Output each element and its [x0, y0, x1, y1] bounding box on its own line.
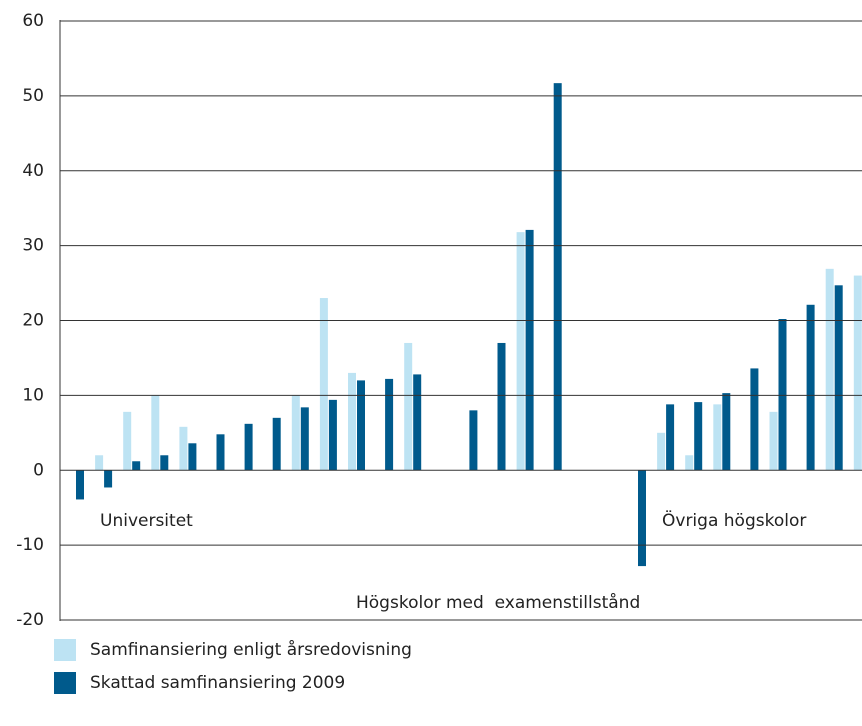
bar — [357, 380, 365, 471]
bar — [216, 434, 225, 471]
bar — [657, 432, 666, 471]
bar — [123, 411, 132, 471]
bar — [638, 470, 646, 567]
bar — [722, 393, 731, 471]
bar — [413, 374, 422, 471]
bar — [685, 455, 694, 471]
bar — [76, 470, 84, 500]
bar — [553, 83, 562, 471]
legend-label: Skattad samfinansiering 2009 — [90, 673, 345, 693]
y-tick-label: -10 — [16, 535, 44, 555]
bar — [404, 342, 413, 471]
annotation: Högskolor med examenstillstånd — [356, 592, 640, 613]
y-tick-label: -20 — [16, 610, 44, 630]
legend-swatch — [54, 672, 76, 694]
y-tick-label: 30 — [22, 236, 44, 256]
bar — [713, 404, 722, 471]
bar — [244, 423, 253, 471]
bar — [694, 402, 703, 471]
y-tick-label: 0 — [33, 460, 44, 480]
bar — [95, 455, 104, 471]
bar — [853, 275, 862, 471]
bar — [750, 368, 759, 471]
bar — [778, 319, 787, 471]
bar — [825, 268, 834, 471]
bar — [160, 455, 169, 471]
bar — [132, 461, 141, 471]
bar — [385, 378, 394, 471]
y-tick-label: 60 — [22, 11, 44, 31]
bar — [291, 395, 300, 471]
legend-label: Samfinansiering enligt årsredovisning — [90, 639, 412, 660]
plot — [76, 83, 862, 567]
bar — [806, 304, 815, 471]
bar — [834, 285, 843, 471]
annotation: Universitet — [100, 511, 193, 531]
bar — [328, 399, 337, 471]
y-tick-label: 40 — [22, 161, 44, 181]
bar — [104, 470, 113, 488]
annotation: Övriga högskolor — [662, 509, 806, 531]
bar — [272, 417, 281, 471]
bar — [769, 411, 778, 471]
bar — [179, 426, 188, 471]
bar — [516, 232, 525, 471]
bar — [319, 298, 328, 471]
bar — [348, 372, 356, 471]
legend-swatch — [54, 639, 76, 661]
bar — [497, 342, 506, 471]
bar — [666, 404, 675, 471]
bar — [300, 407, 309, 471]
y-tick-label: 20 — [22, 311, 44, 331]
bar — [525, 229, 534, 471]
bar — [469, 410, 478, 471]
bar — [188, 443, 197, 471]
y-tick-label: 50 — [22, 86, 44, 106]
bar — [151, 395, 160, 471]
y-tick-label: 10 — [22, 385, 44, 405]
